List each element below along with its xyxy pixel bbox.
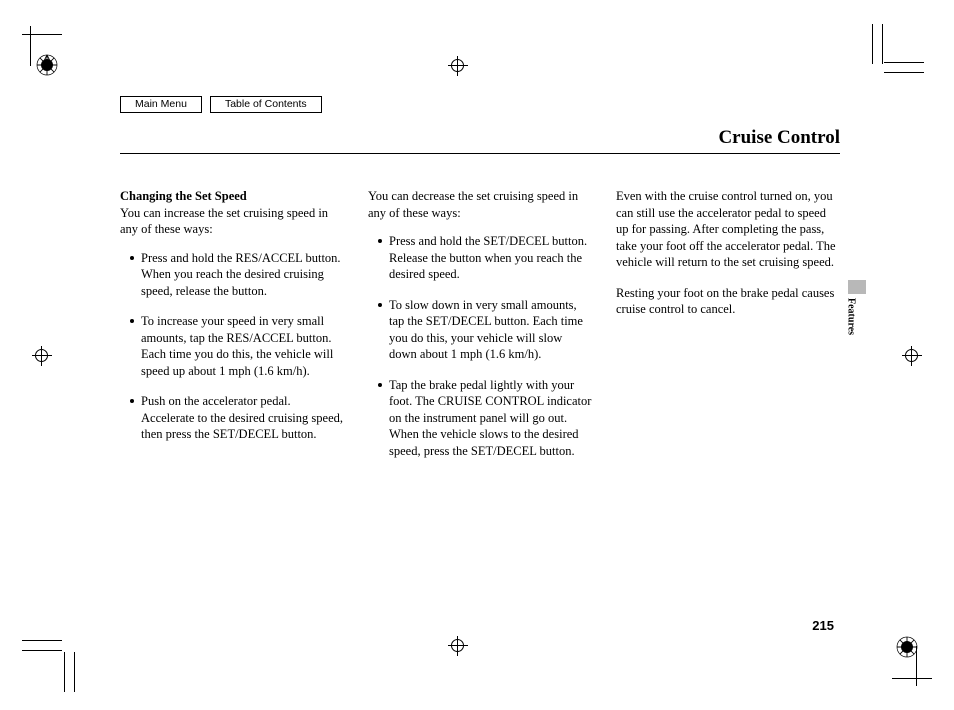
page-title: Cruise Control bbox=[120, 127, 840, 149]
registration-cross-icon bbox=[448, 56, 468, 76]
col1-intro: Changing the Set Speed You can increase t… bbox=[120, 188, 344, 238]
column-3: Even with the cruise control turned on, … bbox=[616, 188, 840, 473]
list-item: Tap the brake pedal lightly with your fo… bbox=[378, 377, 592, 460]
columns: Changing the Set Speed You can increase t… bbox=[120, 188, 840, 473]
col1-intro-text: You can increase the set cruising speed … bbox=[120, 206, 328, 237]
crop-mark bbox=[884, 62, 924, 63]
crop-mark bbox=[22, 34, 62, 35]
side-tab: Features bbox=[836, 280, 866, 336]
crop-mark bbox=[22, 640, 62, 641]
side-tab-marker bbox=[848, 280, 866, 294]
crop-mark bbox=[882, 24, 883, 64]
list-item: Press and hold the RES/ACCEL button. Whe… bbox=[130, 250, 344, 300]
list-item: Push on the accelerator pedal. Accelerat… bbox=[130, 393, 344, 443]
registration-cross-icon bbox=[902, 346, 922, 366]
crop-mark bbox=[892, 678, 932, 679]
registration-mark-icon bbox=[896, 636, 918, 658]
registration-cross-icon bbox=[448, 636, 468, 656]
list-item: To slow down in very small amounts, tap … bbox=[378, 297, 592, 363]
list-item: To increase your speed in very small amo… bbox=[130, 313, 344, 379]
list-item: Press and hold the SET/DECEL button. Rel… bbox=[378, 233, 592, 283]
col2-intro: You can decrease the set cruising speed … bbox=[368, 188, 592, 221]
registration-mark-icon bbox=[36, 54, 58, 76]
crop-mark bbox=[74, 652, 75, 692]
col1-list: Press and hold the RES/ACCEL button. Whe… bbox=[120, 250, 344, 443]
col3-p2: Resting your foot on the brake pedal cau… bbox=[616, 285, 840, 318]
column-1: Changing the Set Speed You can increase t… bbox=[120, 188, 344, 473]
nav-bar: Main Menu Table of Contents bbox=[120, 96, 840, 113]
col2-list: Press and hold the SET/DECEL button. Rel… bbox=[368, 233, 592, 459]
crop-mark bbox=[30, 26, 31, 66]
title-row: Cruise Control bbox=[120, 127, 840, 154]
col1-subhead: Changing the Set Speed bbox=[120, 189, 247, 203]
page-number: 215 bbox=[812, 618, 834, 633]
crop-mark bbox=[22, 650, 62, 651]
crop-mark bbox=[64, 652, 65, 692]
crop-mark bbox=[884, 72, 924, 73]
crop-mark bbox=[872, 24, 873, 64]
toc-button[interactable]: Table of Contents bbox=[210, 96, 322, 113]
col3-p1: Even with the cruise control turned on, … bbox=[616, 188, 840, 271]
main-menu-button[interactable]: Main Menu bbox=[120, 96, 202, 113]
page-content: Main Menu Table of Contents Cruise Contr… bbox=[120, 96, 840, 473]
side-tab-label: Features bbox=[846, 298, 857, 335]
column-2: You can decrease the set cruising speed … bbox=[368, 188, 592, 473]
registration-cross-icon bbox=[32, 346, 52, 366]
